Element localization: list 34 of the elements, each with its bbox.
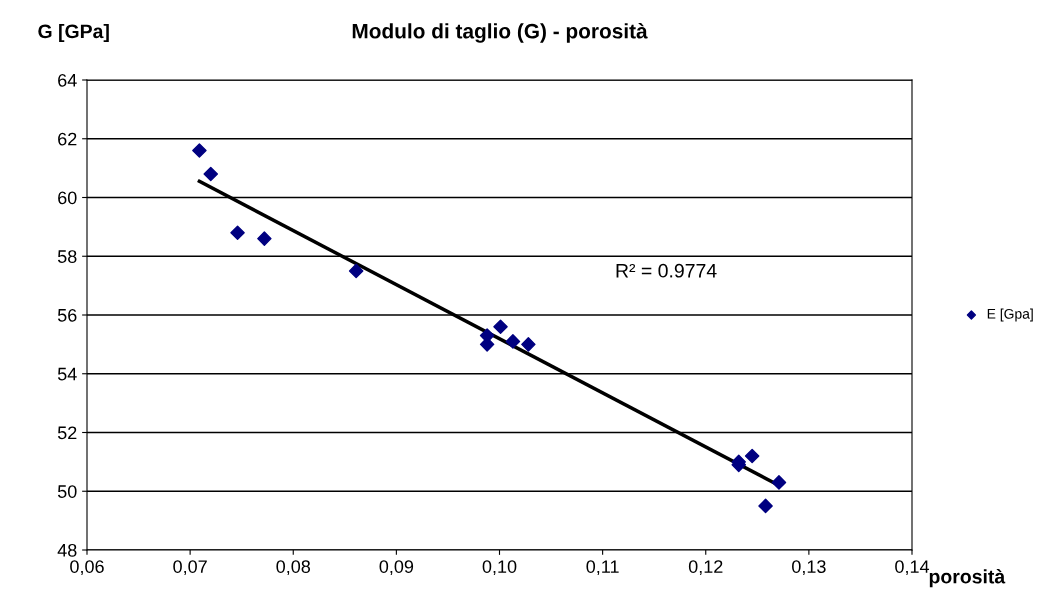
x-tick-label: 0,13 [792,560,826,576]
point [257,231,272,246]
y-tick-label: 48 [57,543,77,557]
chart-title: Modulo di taglio (G) - porosità [352,23,648,43]
x-axis-title: porosità [929,569,1006,588]
y-tick-label: 54 [57,367,77,381]
legend-label: E [Gpa] [987,308,1033,322]
x-tick-label: 0,10 [482,560,517,576]
y-tick-label: 58 [57,250,77,263]
point [348,263,364,279]
x-tick-label: 0,09 [379,560,414,576]
point [230,225,245,241]
point [758,498,773,514]
x-tick-label: 0,07 [173,560,207,576]
x-tick-label: 0,08 [276,560,311,576]
annotation: R² = 0.9774 [616,263,717,278]
point [521,337,536,352]
point [744,448,760,464]
y-tick-label: 60 [58,191,77,205]
x-tick-label: 0,12 [688,560,723,576]
x-tick-label: 0,06 [70,560,104,576]
y-tick-label: 50 [57,485,77,498]
y-tick-label: 52 [57,426,77,440]
point [493,319,508,335]
point [192,143,207,158]
point [203,166,219,182]
y-axis-title: G [GPa] [38,23,109,43]
y-tick-label: 64 [58,73,77,87]
x-tick-label: 0,11 [586,560,619,576]
point [505,334,521,349]
point [771,475,787,490]
x-tick-label: 0,14 [895,560,930,576]
y-tick-label: 62 [58,132,77,146]
y-tick-label: 56 [57,308,77,322]
